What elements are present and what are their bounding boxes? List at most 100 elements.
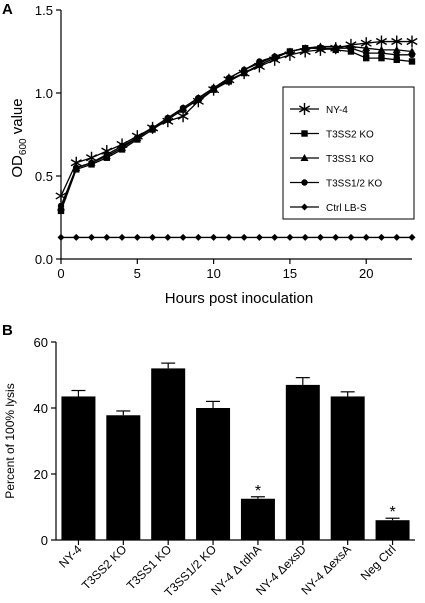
- bar: [106, 415, 141, 540]
- y-axis-label-tail: value: [9, 98, 26, 138]
- diamond-marker: [255, 233, 263, 241]
- y-tick-label: 60: [34, 335, 48, 350]
- line-chart-series: [55, 35, 418, 241]
- triangle-marker: [300, 154, 309, 161]
- diamond-marker: [194, 233, 202, 241]
- diamond-marker: [347, 233, 355, 241]
- legend-label: T3SS2 KO: [326, 130, 374, 141]
- circle-marker: [57, 202, 65, 210]
- circle-marker: [240, 66, 248, 73]
- bar: [151, 368, 186, 540]
- circle-marker: [393, 51, 400, 59]
- x-tick-label: 15: [283, 266, 297, 281]
- significance-annotation: *: [389, 504, 395, 521]
- diamond-marker: [377, 233, 385, 241]
- bar: [240, 498, 275, 540]
- diamond-marker: [164, 233, 172, 241]
- bar-group: * Neg Ctrl: [358, 504, 410, 583]
- circle-marker: [378, 49, 385, 57]
- diamond-marker: [301, 203, 308, 211]
- circle-marker: [256, 58, 263, 65]
- line-chart-axes: 0.0 0.5 1.0 1.5 0 5 10 15 20: [35, 3, 412, 281]
- series-3: [57, 44, 416, 210]
- circle-marker: [347, 44, 355, 52]
- y-tick-label: 40: [34, 401, 48, 416]
- circle-marker: [286, 48, 294, 55]
- y-tick-label: 1.5: [35, 3, 53, 18]
- diamond-marker: [362, 233, 370, 241]
- diamond-marker: [225, 233, 233, 241]
- circle-marker: [210, 84, 217, 92]
- x-tick-label: 20: [359, 266, 373, 281]
- y-tick-label: 0: [41, 533, 48, 548]
- circle-marker: [317, 44, 324, 52]
- circle-marker: [73, 164, 80, 171]
- diamond-marker: [408, 233, 416, 241]
- diamond-marker: [179, 233, 187, 241]
- x-tick-label: 0: [57, 266, 64, 281]
- circle-marker: [301, 44, 309, 52]
- legend-entry: Ctrl LB-S: [290, 203, 367, 214]
- y-axis-label: Percent of 100% lysis: [3, 383, 17, 498]
- x-tick-label: 5: [134, 266, 141, 281]
- diamond-marker: [301, 233, 309, 241]
- circle-marker: [179, 104, 187, 112]
- legend: NY-4 T3SS2 KO T3SS1 KO T3SS1/2 KO Ctrl LB-S: [282, 86, 415, 220]
- x-tick-label: T3SS2 KO: [79, 542, 129, 592]
- bar: [285, 384, 320, 540]
- bar: [375, 520, 410, 540]
- y-axis-label-main: OD: [9, 155, 26, 178]
- circle-marker: [363, 49, 370, 57]
- asterisk-marker: [298, 103, 311, 115]
- circle-marker: [88, 159, 95, 166]
- circle-marker: [118, 142, 126, 150]
- y-tick-label: 1.0: [35, 86, 53, 101]
- diamond-marker: [88, 233, 96, 241]
- circle-marker: [149, 124, 156, 132]
- diamond-marker: [240, 233, 248, 241]
- legend-label: Ctrl LB-S: [326, 203, 367, 214]
- circle-marker: [332, 44, 339, 52]
- y-tick-label: 0.5: [35, 169, 53, 184]
- diamond-marker: [72, 233, 80, 241]
- legend-entry: NY-4: [290, 103, 348, 116]
- bar-group: NY-4 ΔexsD: [253, 377, 320, 598]
- bar-group: NY-4: [56, 389, 96, 571]
- square-marker: [225, 78, 233, 85]
- bar: [330, 396, 365, 540]
- circle-marker: [195, 94, 202, 102]
- asterisk-marker: [375, 35, 388, 48]
- panel-a-line-chart: A 0.0 0.5 1.0 1.5 0 5 10 15 20 Hours post inocul…: [2, 1, 418, 307]
- circle-marker: [103, 151, 110, 158]
- diamond-marker: [210, 233, 218, 241]
- x-axis-label: Hours post inoculation: [165, 290, 313, 307]
- bar: [196, 408, 231, 540]
- triangle-marker: [362, 44, 371, 52]
- y-axis-label-subscript: 600: [18, 138, 29, 155]
- legend-entry: T3SS1/2 KO: [290, 179, 382, 190]
- x-tick-label: NY-4: [56, 542, 85, 571]
- series-4: [57, 233, 416, 241]
- x-tick-label: 10: [206, 266, 220, 281]
- diamond-marker: [316, 233, 324, 241]
- asterisk-marker: [406, 35, 418, 48]
- square-marker: [393, 56, 400, 63]
- circle-marker: [134, 134, 141, 142]
- y-tick-label: 0.0: [35, 252, 53, 267]
- diamond-marker: [271, 233, 279, 241]
- diamond-marker: [332, 233, 340, 241]
- circle-marker: [301, 179, 308, 186]
- diamond-marker: [103, 233, 111, 241]
- circle-marker: [408, 51, 416, 59]
- legend-entry: T3SS1 KO: [290, 154, 374, 165]
- asterisk-marker: [391, 35, 403, 48]
- square-marker: [301, 130, 308, 137]
- panel-label-a: A: [2, 1, 13, 18]
- square-marker: [378, 54, 385, 62]
- square-marker: [57, 207, 65, 215]
- circle-marker: [164, 114, 172, 122]
- legend-box: [282, 86, 415, 220]
- legend-label: NY-4: [326, 105, 348, 116]
- significance-annotation: *: [255, 483, 261, 500]
- diamond-marker: [149, 233, 157, 241]
